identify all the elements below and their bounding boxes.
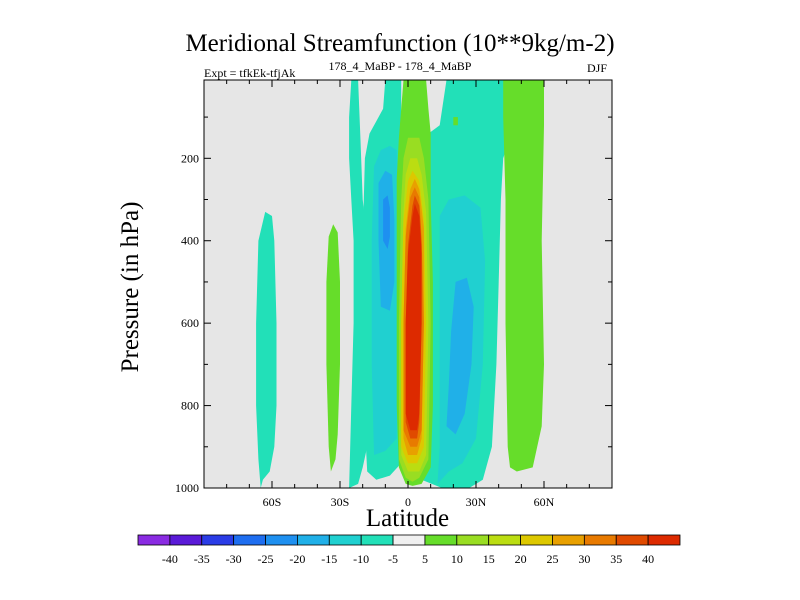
colorbar-level-label: 10 [451, 552, 463, 566]
colorbar-level-label: -5 [388, 552, 398, 566]
colorbar-swatch-13 [552, 534, 585, 546]
colorbar-swatch-1 [169, 534, 203, 546]
contour-region-6 [383, 195, 390, 249]
colorbar-swatch-3 [233, 534, 266, 546]
y-tick-label: 800 [181, 399, 199, 413]
colorbar-level-label: -20 [289, 552, 305, 566]
colorbar-level-label: 20 [515, 552, 527, 566]
colorbar-level-label: -10 [353, 552, 369, 566]
colorbar-swatch-4 [265, 534, 298, 546]
y-tick-label: 200 [181, 151, 199, 165]
contour-region-1 [326, 224, 340, 472]
x-tick-label: 60N [534, 495, 555, 509]
x-axis-label: Latitude [365, 505, 450, 532]
colorbar: -40 -35 -30 -25 -20 -15 -10 -5 5 10 15 20 25 30 35 40 [137, 534, 681, 566]
contour-fills [256, 80, 544, 488]
colorbar-swatch-9 [424, 534, 458, 546]
colorbar-level-label: -15 [321, 552, 337, 566]
contour-region-9 [446, 277, 474, 435]
colorbar-level-label: 35 [610, 552, 622, 566]
contour-region-10 [453, 117, 458, 126]
colorbar-level-label: 5 [422, 552, 428, 566]
colorbar-swatch-0 [137, 534, 171, 546]
colorbar-swatch-15 [615, 534, 649, 546]
colorbar-swatch-11 [488, 534, 521, 546]
colorbar-swatch-16 [647, 534, 681, 546]
x-tick-label: 0 [405, 495, 411, 509]
chart-title: Meridional Streamfunction (10**9kg/m-2) [185, 30, 615, 57]
chart-subtitle: 178_4_MaBP - 178_4_MaBP [328, 59, 472, 73]
contour-region-11 [503, 80, 544, 472]
colorbar-level-label: -30 [226, 552, 242, 566]
colorbar-level-label: -35 [194, 552, 210, 566]
colorbar-swatch-14 [583, 534, 617, 546]
colorbar-swatch-8 [392, 534, 426, 546]
y-tick-label: 400 [181, 234, 199, 248]
season-label: DJF [587, 61, 608, 75]
colorbar-swatch-2 [201, 534, 235, 546]
contour-region-19 [405, 203, 422, 431]
x-tick-label: 30S [331, 495, 350, 509]
x-tick-label: 30N [466, 495, 487, 509]
colorbar-swatch-7 [360, 534, 394, 546]
experiment-label: Expt = tfkEk-tfjAk [204, 66, 296, 80]
y-tick-label: 1000 [175, 481, 199, 495]
contour-region-0 [256, 211, 277, 488]
x-tick-label: 60S [263, 495, 282, 509]
colorbar-level-label: 15 [483, 552, 495, 566]
colorbar-level-label: -25 [258, 552, 274, 566]
colorbar-swatch-6 [328, 534, 362, 546]
colorbar-level-label: -40 [162, 552, 178, 566]
axis-ticks: 60S 30S 0 30N 60N 200 400 600 800 1000 [175, 80, 612, 509]
colorbar-swatch-5 [297, 534, 330, 546]
colorbar-level-label: 25 [546, 552, 558, 566]
colorbar-level-label: 40 [642, 552, 654, 566]
colorbar-swatch-12 [520, 534, 553, 546]
colorbar-level-label: 30 [578, 552, 590, 566]
colorbar-swatch-10 [456, 534, 490, 546]
y-tick-label: 600 [181, 316, 199, 330]
